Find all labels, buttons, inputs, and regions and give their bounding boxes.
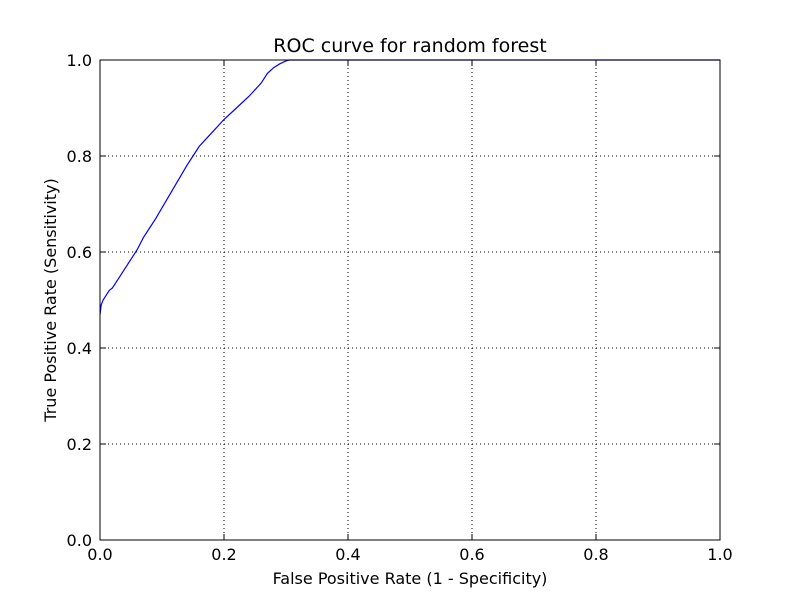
y-tick-label: 0.8 — [67, 147, 92, 166]
y-tick-label: 1.0 — [67, 51, 92, 70]
x-axis-label: False Positive Rate (1 - Specificity) — [273, 569, 548, 588]
ticks: 0.0 0.2 0.4 0.6 0.8 1.0 0.0 0.2 0.4 0.6 0.8 1.0 — [67, 51, 733, 564]
x-tick-label: 0.0 — [87, 545, 112, 564]
y-tick-label: 0.4 — [67, 339, 92, 358]
x-tick-label: 0.8 — [583, 545, 608, 564]
roc-curve-line — [99, 59, 720, 315]
y-tick-label: 0.2 — [67, 435, 92, 454]
y-axis-label: True Positive Rate (Sensitivity) — [41, 178, 60, 422]
x-tick-label: 0.2 — [211, 545, 236, 564]
y-tick-label: 0.0 — [67, 531, 92, 550]
x-tick-label: 1.0 — [707, 545, 732, 564]
chart-title: ROC curve for random forest — [273, 35, 546, 57]
series-layer — [99, 59, 720, 315]
y-tick-label: 0.6 — [67, 243, 92, 262]
plot-frame — [99, 59, 721, 541]
grid — [100, 60, 720, 540]
x-tick-label: 0.6 — [459, 545, 484, 564]
x-tick-label: 0.4 — [335, 545, 360, 564]
